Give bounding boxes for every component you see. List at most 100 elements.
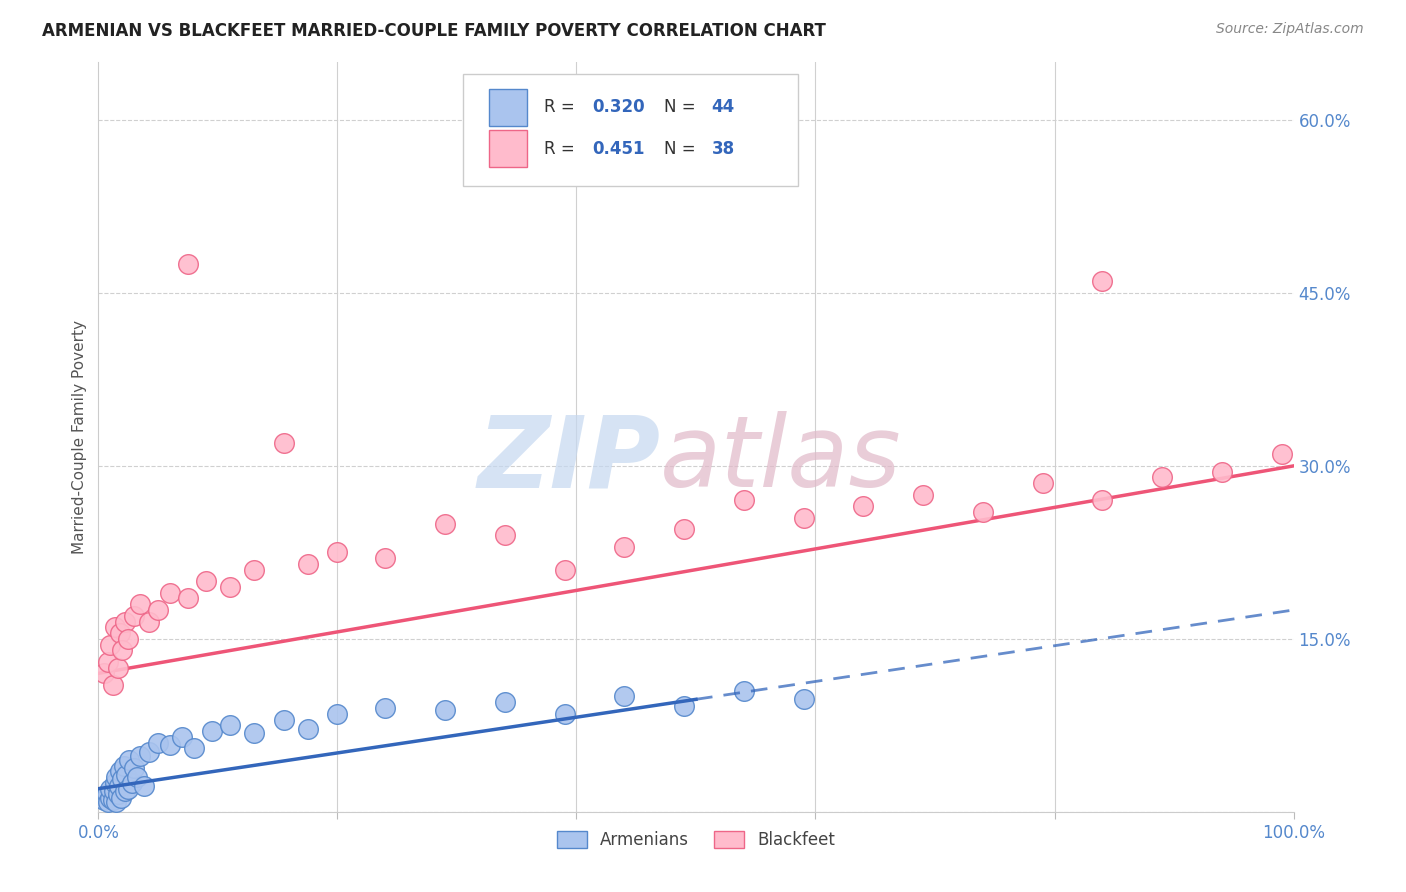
Point bbox=[374, 551, 396, 566]
Point bbox=[125, 770, 148, 784]
Point bbox=[219, 718, 242, 732]
Point bbox=[138, 745, 160, 759]
Point bbox=[1091, 275, 1114, 289]
Point bbox=[1152, 470, 1174, 484]
Point bbox=[177, 591, 200, 606]
Point bbox=[101, 793, 124, 807]
Point bbox=[101, 678, 124, 692]
Point bbox=[124, 761, 146, 775]
Text: atlas: atlas bbox=[661, 411, 901, 508]
Point bbox=[97, 655, 120, 669]
Point bbox=[98, 790, 122, 805]
Point bbox=[117, 632, 139, 646]
Point bbox=[273, 435, 295, 450]
Point bbox=[494, 695, 516, 709]
Point bbox=[148, 735, 170, 749]
Point bbox=[104, 620, 127, 634]
Point bbox=[105, 796, 128, 810]
Point bbox=[172, 730, 194, 744]
Point bbox=[195, 574, 218, 589]
Point bbox=[111, 772, 134, 787]
Point bbox=[97, 796, 120, 810]
Text: ZIP: ZIP bbox=[477, 411, 661, 508]
Point bbox=[98, 781, 122, 796]
Point bbox=[93, 793, 115, 807]
Bar bbox=[489, 130, 527, 168]
Point bbox=[183, 741, 205, 756]
Point bbox=[1091, 493, 1114, 508]
Text: Source: ZipAtlas.com: Source: ZipAtlas.com bbox=[1216, 22, 1364, 37]
Point bbox=[115, 768, 138, 782]
Point bbox=[107, 660, 129, 674]
Point bbox=[733, 493, 755, 508]
Point bbox=[673, 698, 696, 713]
Point bbox=[93, 666, 115, 681]
Point bbox=[114, 784, 136, 798]
Bar bbox=[489, 88, 527, 126]
Point bbox=[434, 516, 457, 531]
Text: ARMENIAN VS BLACKFEET MARRIED-COUPLE FAMILY POVERTY CORRELATION CHART: ARMENIAN VS BLACKFEET MARRIED-COUPLE FAM… bbox=[42, 22, 827, 40]
Point bbox=[1032, 476, 1054, 491]
Point bbox=[138, 615, 160, 629]
Point bbox=[243, 563, 266, 577]
Point bbox=[374, 701, 396, 715]
Point bbox=[114, 615, 136, 629]
Point bbox=[911, 488, 934, 502]
Point bbox=[129, 597, 152, 611]
Text: 0.451: 0.451 bbox=[592, 140, 644, 158]
Point bbox=[148, 603, 170, 617]
Text: 38: 38 bbox=[711, 140, 734, 158]
Text: N =: N = bbox=[664, 98, 700, 116]
Point bbox=[132, 780, 155, 794]
Point bbox=[129, 749, 152, 764]
Point bbox=[613, 690, 636, 704]
Point bbox=[554, 563, 576, 577]
Point bbox=[326, 545, 349, 559]
Point bbox=[110, 790, 132, 805]
FancyBboxPatch shape bbox=[463, 74, 797, 186]
Text: 0.320: 0.320 bbox=[592, 98, 644, 116]
Text: R =: R = bbox=[544, 98, 581, 116]
Point bbox=[112, 758, 135, 772]
Point bbox=[434, 703, 457, 717]
Point bbox=[96, 788, 118, 802]
Point bbox=[972, 505, 994, 519]
Point bbox=[124, 608, 146, 623]
Point bbox=[108, 764, 131, 779]
Point bbox=[297, 557, 319, 571]
Point bbox=[852, 500, 875, 514]
Point bbox=[219, 580, 242, 594]
Point bbox=[98, 638, 122, 652]
Point bbox=[297, 722, 319, 736]
Point bbox=[1271, 447, 1294, 461]
Point bbox=[733, 683, 755, 698]
Point bbox=[111, 643, 134, 657]
Point bbox=[117, 781, 139, 796]
Point bbox=[104, 776, 127, 790]
Point bbox=[613, 540, 636, 554]
Y-axis label: Married-Couple Family Poverty: Married-Couple Family Poverty bbox=[72, 320, 87, 554]
Point bbox=[177, 257, 200, 271]
Point bbox=[243, 726, 266, 740]
Text: 44: 44 bbox=[711, 98, 735, 116]
Point bbox=[103, 784, 125, 798]
Text: N =: N = bbox=[664, 140, 700, 158]
Legend: Armenians, Blackfeet: Armenians, Blackfeet bbox=[550, 824, 842, 855]
Point bbox=[1211, 465, 1233, 479]
Point bbox=[326, 706, 349, 721]
Point bbox=[108, 626, 131, 640]
Point bbox=[105, 770, 128, 784]
Text: R =: R = bbox=[544, 140, 581, 158]
Point bbox=[201, 724, 224, 739]
Point bbox=[107, 780, 129, 794]
Point bbox=[673, 522, 696, 536]
Point bbox=[793, 691, 815, 706]
Point bbox=[494, 528, 516, 542]
Point bbox=[554, 706, 576, 721]
Point bbox=[118, 753, 141, 767]
Point bbox=[273, 713, 295, 727]
Point bbox=[793, 510, 815, 524]
Point bbox=[121, 776, 143, 790]
Point bbox=[159, 738, 181, 752]
Point bbox=[159, 585, 181, 599]
